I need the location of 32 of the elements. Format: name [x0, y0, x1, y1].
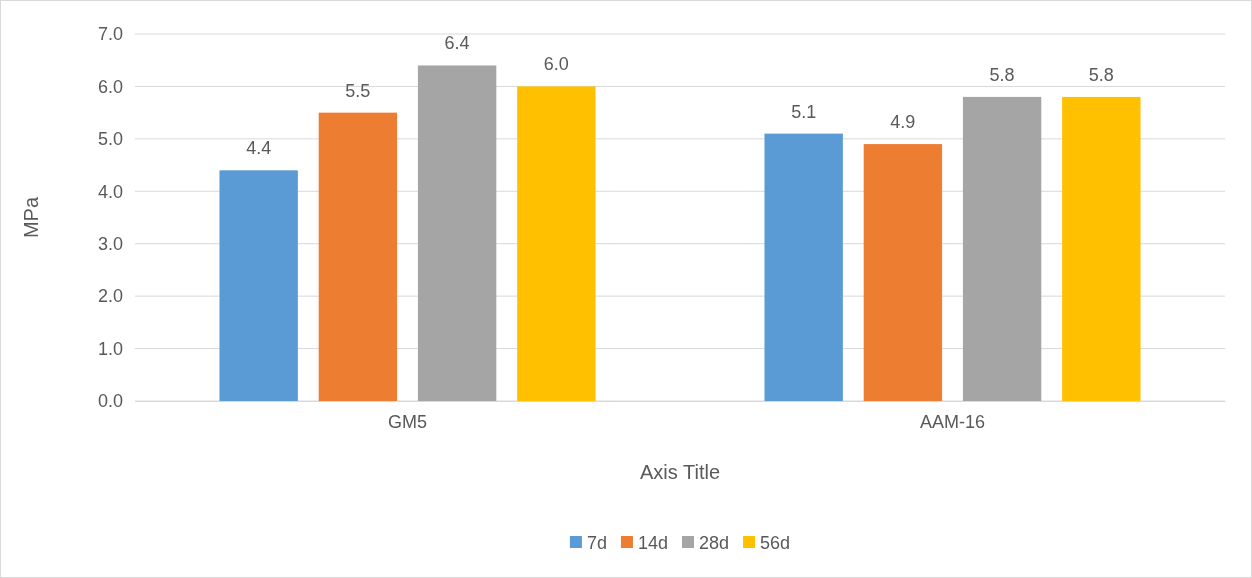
data-label: 5.5: [345, 80, 371, 101]
bar: [219, 170, 298, 401]
data-label: 5.8: [989, 64, 1015, 85]
legend-label: 7d: [586, 533, 607, 553]
y-tick-label: 3.0: [97, 233, 123, 254]
bar: [517, 86, 596, 401]
bar: [962, 96, 1042, 401]
data-label: 4.4: [246, 138, 272, 159]
data-label: 4.9: [890, 112, 916, 133]
y-axis-title: MPa: [20, 196, 42, 239]
x-axis-title: Axis Title: [639, 461, 721, 483]
legend-label: 56d: [760, 533, 791, 553]
legend-label: 14d: [637, 533, 668, 553]
data-label: 6.4: [444, 33, 470, 54]
y-tick-label: 2.0: [97, 286, 123, 307]
bar: [1062, 96, 1141, 401]
bar: [318, 112, 398, 401]
y-tick-label: 1.0: [97, 338, 123, 359]
data-label: 5.8: [1088, 64, 1114, 85]
bar: [863, 144, 943, 401]
x-tick-label: GM5: [387, 411, 428, 432]
bar: [417, 65, 497, 401]
x-tick-label: AAM-16: [919, 411, 986, 432]
data-label: 6.0: [543, 54, 569, 75]
y-tick-label: 7.0: [97, 24, 123, 45]
bar: [764, 133, 843, 401]
y-tick-label: 6.0: [97, 76, 123, 97]
y-tick-label: 5.0: [97, 129, 123, 150]
y-tick-label: 4.0: [97, 181, 123, 202]
legend-label: 28d: [698, 533, 730, 553]
data-label: 5.1: [791, 101, 817, 122]
y-tick-label: 0.0: [97, 391, 123, 412]
